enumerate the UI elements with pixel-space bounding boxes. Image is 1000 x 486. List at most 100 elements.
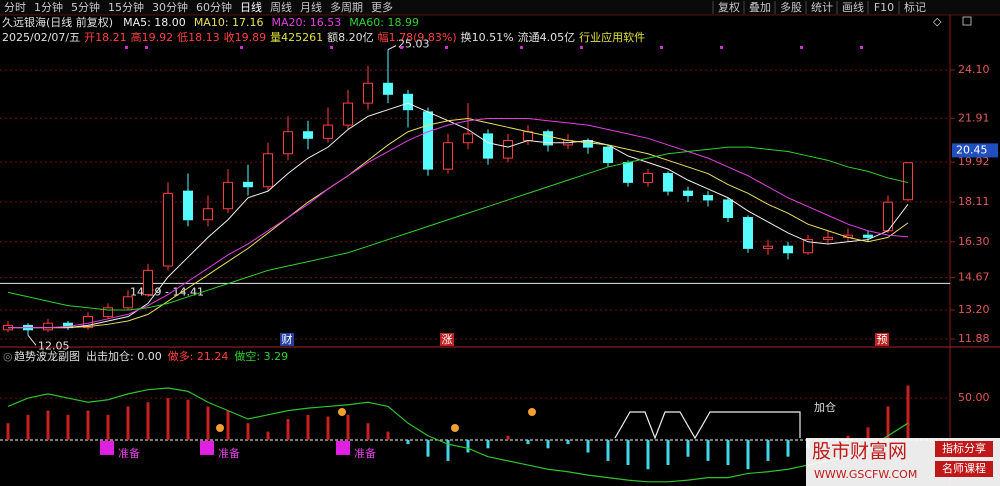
watermark-button[interactable] (935, 461, 993, 477)
signal-dot (860, 46, 863, 49)
toolbar-tab[interactable]: 更多 (371, 0, 393, 14)
square-icon[interactable] (962, 16, 972, 26)
sub-bar (246, 423, 250, 440)
toolbar-tab[interactable]: 1分钟 (34, 0, 63, 14)
toolbar-bg (0, 0, 1000, 15)
sub-bar (26, 414, 30, 440)
info-item: 流通4.05亿 (518, 30, 576, 44)
ma-label: MA20: 16.53 (272, 16, 342, 29)
sub-bar (466, 439, 470, 453)
sub-bar (506, 435, 510, 440)
sub-bar (666, 439, 670, 466)
candle-body (643, 173, 653, 183)
toolbar-tab[interactable]: 多周期 (330, 0, 363, 14)
event-marker[interactable]: 财 (282, 332, 293, 346)
candle-body (623, 162, 633, 183)
candle-body (503, 140, 513, 159)
last-price-label: 20.45 (956, 143, 988, 156)
y-tick-label: 16.30 (958, 235, 990, 248)
candle-body (183, 190, 193, 221)
signal-step (614, 411, 801, 440)
candle-body (383, 82, 393, 95)
candle-body (863, 234, 873, 238)
candle-body (423, 111, 433, 170)
sub-line (7, 387, 909, 483)
candle-body (123, 296, 133, 309)
sub-bar (866, 427, 870, 440)
sub-bar (326, 416, 330, 440)
toolbar-button[interactable]: F10 (874, 1, 894, 14)
event-marker-bg[interactable] (440, 333, 454, 346)
ready-block (336, 440, 350, 455)
toolbar-tab[interactable]: 周线 (270, 0, 292, 14)
candle-body (303, 131, 313, 139)
sub-bar (166, 398, 170, 440)
toolbar-button[interactable]: 叠加 (749, 1, 771, 14)
y-tick-label: 14.67 (958, 271, 990, 284)
signal-dot (330, 46, 333, 49)
sub-bar (66, 414, 70, 440)
ma-label: MA60: 18.99 (349, 16, 419, 29)
event-marker[interactable]: 涨 (442, 333, 453, 346)
toolbar-tab[interactable]: 日线 (240, 0, 262, 14)
watermark-button-label[interactable]: 名师课程 (942, 461, 986, 475)
toolbar-tab[interactable]: 30分钟 (152, 0, 188, 14)
toolbar-tab[interactable]: 5分钟 (71, 0, 100, 14)
info-item: 换10.51% (461, 30, 514, 44)
candle-body (603, 146, 613, 164)
sub-bar (306, 414, 310, 440)
y-tick-label: 11.88 (958, 332, 990, 345)
candle-body (723, 199, 733, 219)
toolbar-tab[interactable]: 分时 (4, 1, 26, 14)
toolbar-tab[interactable]: 60分钟 (196, 0, 232, 14)
watermark-button-label[interactable]: 指标分享 (942, 441, 986, 455)
toolbar-tab[interactable]: 15分钟 (108, 0, 144, 14)
candle-body (763, 245, 773, 249)
sub-annotation: 准备 (354, 446, 376, 460)
sub-bar (226, 410, 230, 440)
toolbar-button[interactable]: 统计 (811, 1, 833, 14)
sub-legend: 做多: 21.24 (168, 349, 229, 363)
signal-dot (660, 46, 663, 49)
sub-bar (906, 385, 910, 440)
toolbar-button[interactable]: 画线 (842, 0, 864, 14)
signal-dot (720, 46, 723, 49)
sub-bar (366, 423, 370, 440)
info-item: 幅1.78(9.83%) (378, 31, 457, 44)
event-marker[interactable]: 预 (877, 333, 888, 346)
ma-line (7, 146, 909, 311)
sub-bar (726, 439, 730, 466)
candle-body (783, 245, 793, 254)
info-item: 高19.92 (131, 30, 174, 44)
info-item: 低18.13 (177, 31, 220, 44)
y-tick-label: 19.92 (958, 155, 990, 168)
toolbar-button[interactable]: 多股 (780, 0, 802, 14)
candle-body (143, 269, 153, 296)
toolbar-tab[interactable]: 月线 (300, 0, 322, 14)
watermark-button[interactable] (935, 441, 993, 457)
sub-bar (786, 439, 790, 457)
candle-body (163, 192, 173, 267)
candle-body (403, 93, 413, 111)
sub-bar (146, 402, 150, 440)
event-marker-bg[interactable] (280, 333, 294, 346)
toolbar-button[interactable]: 标记 (904, 0, 926, 14)
y-tick-label: 18.11 (958, 195, 990, 208)
event-marker-bg[interactable] (875, 333, 889, 346)
sub-bar (606, 439, 610, 461)
candle-body (103, 307, 113, 318)
candle-body (283, 131, 293, 155)
ma-label: MA10: 17.16 (194, 16, 264, 29)
sub-bar (486, 439, 490, 449)
chart-title: 久远银海(日线 前复权) (2, 15, 113, 29)
ma-line (8, 118, 909, 329)
candle-body (463, 133, 473, 144)
diamond-icon[interactable]: ◇ (933, 15, 942, 28)
y-tick-label: 50.00 (958, 391, 990, 404)
candle-body (203, 208, 213, 221)
sub-bar (346, 414, 350, 440)
signal-dot (580, 46, 583, 49)
sub-icon: ◎ (3, 350, 13, 363)
toolbar-button[interactable]: 复权 (718, 0, 740, 14)
